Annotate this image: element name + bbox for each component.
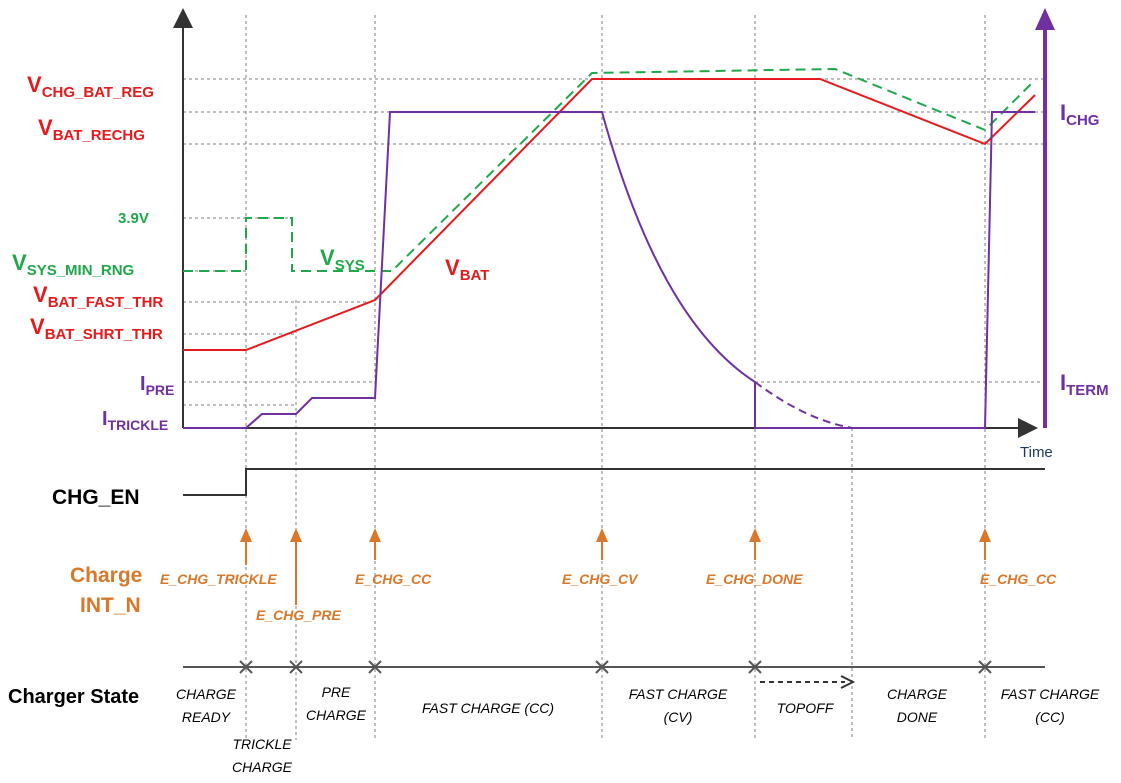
ichg-axis-arrow (1035, 8, 1055, 30)
vbat-rechg-label: VBAT_RECHG (38, 115, 145, 144)
event-e-chg-cc-2: E_CHG_CC (980, 571, 1057, 587)
state-fast-charge-cv-1: FAST CHARGE (629, 686, 728, 702)
ichg-curve (183, 111, 1035, 429)
horizontal-guides (183, 78, 1045, 406)
state-fast-charge-cc2-1: FAST CHARGE (1001, 686, 1100, 702)
charge-int-label-line2: INT_N (80, 594, 141, 617)
vbat-shrt-thr-label: VBAT_SHRT_THR (30, 314, 163, 343)
vsys-curve-label: VSYS (320, 245, 365, 274)
chg-en-signal: CHG_EN (52, 468, 1045, 509)
topoff-arrow-head (840, 675, 856, 689)
left-labels: VCHG_BAT_REG VBAT_RECHG 3.9V VSYS_MIN_RN… (12, 72, 174, 433)
vsys-curve (183, 67, 1036, 272)
state-trickle-charge-2: CHARGE (232, 759, 293, 775)
event-e-chg-cv: E_CHG_CV (562, 571, 639, 587)
event-e-chg-trickle: E_CHG_TRICKLE (160, 571, 277, 587)
axes: Time (173, 8, 1055, 461)
state-pre-charge-1: PRE (322, 684, 351, 700)
charge-int-signal: Charge INT_N (70, 564, 142, 617)
itrickle-label: ITRICKLE (102, 408, 168, 433)
chg-en-waveform (183, 468, 1045, 496)
state-charge-done-2: DONE (897, 709, 938, 725)
ipre-label: IPRE (140, 373, 174, 398)
vbat-curve (183, 78, 1036, 351)
chg-en-label: CHG_EN (52, 486, 140, 509)
iterm-label: ITERM (1060, 370, 1109, 399)
ichg-decay-dashed (754, 381, 853, 429)
vchg-bat-reg-label: VCHG_BAT_REG (27, 72, 154, 101)
state-labels: CHARGE READY TRICKLE CHARGE PRE CHARGE F… (176, 684, 1100, 775)
vbat-fast-thr-label: VBAT_FAST_THR (33, 282, 163, 311)
charger-state-row: Charger State (8, 660, 1045, 708)
event-e-chg-cc: E_CHG_CC (355, 571, 432, 587)
state-trickle-charge-1: TRICKLE (232, 736, 292, 752)
event-e-chg-done: E_CHG_DONE (706, 571, 803, 587)
state-fast-charge-cc2-2: (CC) (1035, 709, 1065, 725)
ichg-label: ICHG (1060, 100, 1099, 129)
event-arrows (240, 528, 991, 605)
state-charge-ready-2: READY (182, 709, 232, 725)
v39-label: 3.9V (118, 210, 149, 227)
time-label: Time (1020, 444, 1053, 461)
event-e-chg-pre: E_CHG_PRE (256, 607, 341, 623)
charger-state-label: Charger State (8, 686, 139, 708)
state-fast-charge-cc: FAST CHARGE (CC) (422, 700, 554, 716)
state-topoff: TOPOFF (777, 700, 835, 716)
state-transition-marks (239, 660, 992, 674)
vertical-guides (245, 15, 986, 740)
state-charge-done-1: CHARGE (887, 686, 948, 702)
vbat-curve-label: VBAT (445, 255, 489, 284)
vsys-min-rng-label: VSYS_MIN_RNG (12, 250, 134, 279)
charge-int-label-line1: Charge (70, 564, 142, 587)
state-fast-charge-cv-2: (CV) (664, 709, 693, 725)
state-charge-ready-1: CHARGE (176, 686, 237, 702)
state-pre-charge-2: CHARGE (306, 707, 367, 723)
event-labels: E_CHG_TRICKLE E_CHG_PRE E_CHG_CC E_CHG_C… (160, 571, 1057, 623)
